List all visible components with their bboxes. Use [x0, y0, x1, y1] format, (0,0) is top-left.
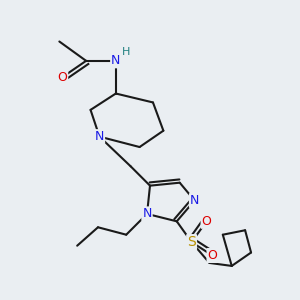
Text: N: N	[111, 54, 121, 67]
Text: O: O	[208, 249, 218, 262]
Text: S: S	[187, 235, 196, 249]
Text: N: N	[142, 207, 152, 220]
Text: O: O	[57, 71, 67, 84]
Text: O: O	[202, 215, 212, 228]
Text: H: H	[122, 47, 130, 57]
Text: N: N	[95, 130, 104, 143]
Text: N: N	[190, 194, 199, 207]
